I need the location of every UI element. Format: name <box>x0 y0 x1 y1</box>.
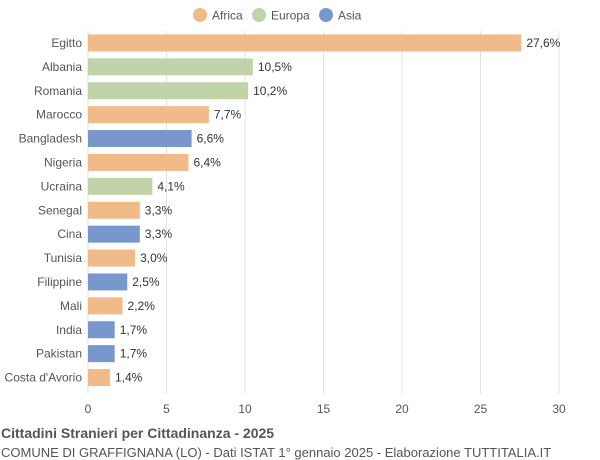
data-label: 10,5% <box>258 60 292 74</box>
x-tick-label: 15 <box>317 402 331 416</box>
bar-chart: 0 5 10 15 20 25 30 Egitto 27,6% Albania 10,5% Roman… <box>5 8 566 416</box>
legend-label: Asia <box>338 9 362 23</box>
legend-marker <box>252 8 266 22</box>
x-tick-label: 5 <box>163 402 170 416</box>
bar <box>88 273 128 291</box>
data-label: 7,7% <box>214 108 242 122</box>
bar <box>88 369 110 387</box>
bar <box>88 249 136 267</box>
data-label: 4,1% <box>157 179 185 193</box>
legend-label: Europa <box>271 9 310 23</box>
x-tick-label: 0 <box>85 402 92 416</box>
category-label: Nigeria <box>44 155 82 169</box>
chart-title: Cittadini Stranieri per Cittadinanza - 2… <box>1 425 275 441</box>
bar <box>88 225 140 243</box>
category-label: India <box>56 323 82 337</box>
category-label: Albania <box>42 60 82 74</box>
category-label: Ucraina <box>41 179 83 193</box>
data-label: 3,3% <box>145 203 173 217</box>
bar <box>88 201 140 219</box>
legend-marker <box>193 8 207 22</box>
bar <box>88 345 115 363</box>
legend-marker <box>319 8 333 22</box>
category-label: Tunisia <box>44 251 83 265</box>
data-label: 2,5% <box>132 275 160 289</box>
bar <box>88 82 249 100</box>
legend-label: Africa <box>212 9 243 23</box>
x-tick-label: 20 <box>395 402 409 416</box>
category-label: Costa d'Avorio <box>5 371 83 385</box>
category-label: Egitto <box>51 36 82 50</box>
data-label: 6,6% <box>197 132 225 146</box>
data-label: 1,4% <box>115 371 143 385</box>
category-label: Cina <box>57 227 82 241</box>
chart-subtitle: COMUNE DI GRAFFIGNANA (LO) - Dati ISTAT … <box>1 445 552 460</box>
category-label: Marocco <box>36 108 82 122</box>
data-label: 3,0% <box>140 251 168 265</box>
data-label: 10,2% <box>253 84 287 98</box>
x-tick-label: 25 <box>474 402 488 416</box>
data-label: 2,2% <box>128 299 156 313</box>
bar <box>88 153 189 171</box>
bar <box>88 321 115 339</box>
x-tick-label: 30 <box>552 402 566 416</box>
data-label: 3,3% <box>145 227 173 241</box>
category-label: Mali <box>60 299 82 313</box>
category-label: Filippine <box>37 275 82 289</box>
category-label: Senegal <box>38 203 82 217</box>
category-label: Bangladesh <box>19 132 82 146</box>
category-label: Pakistan <box>36 347 82 361</box>
bar <box>88 297 123 315</box>
bar <box>88 177 153 195</box>
category-label: Romania <box>34 84 82 98</box>
data-label: 1,7% <box>120 323 148 337</box>
bar <box>88 130 192 148</box>
data-label: 6,4% <box>193 155 221 169</box>
bar <box>88 106 209 124</box>
bar <box>88 58 253 76</box>
bar <box>88 34 522 52</box>
data-label: 1,7% <box>120 347 148 361</box>
data-label: 27,6% <box>526 36 560 50</box>
x-tick-label: 10 <box>238 402 252 416</box>
